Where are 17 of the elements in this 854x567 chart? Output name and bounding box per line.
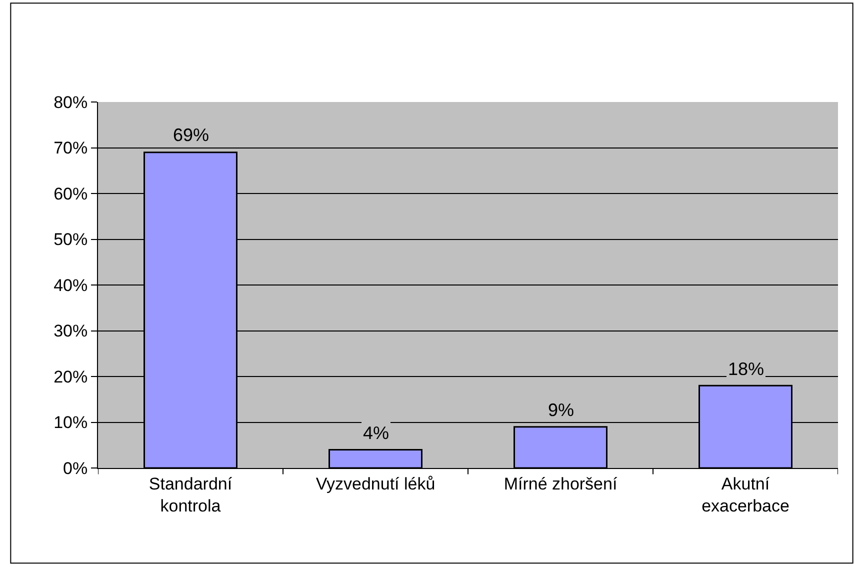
y-tick-label: 80% [54,92,88,112]
data-label: 9% [548,400,574,420]
y-tick-label: 40% [54,276,88,295]
y-tick-label: 0% [63,458,88,478]
x-tick-label: Akutní exacerbace [702,474,790,516]
data-label: 4% [363,423,390,443]
y-tick-label: 10% [54,413,88,432]
data-label: 69% [173,125,210,145]
y-tick-label: 70% [54,138,88,158]
y-tick-label: 50% [54,230,88,250]
y-tick-label: 60% [54,184,88,204]
x-tick-label: Mírné zhoršení [504,474,618,494]
x-tick-label: Vyzvednutí léků [316,474,436,494]
y-tick-label: 30% [54,322,88,341]
data-label: 18% [728,359,764,379]
x-tick-label: Standardní kontrola [148,474,232,516]
y-tick-label: 20% [54,367,88,386]
